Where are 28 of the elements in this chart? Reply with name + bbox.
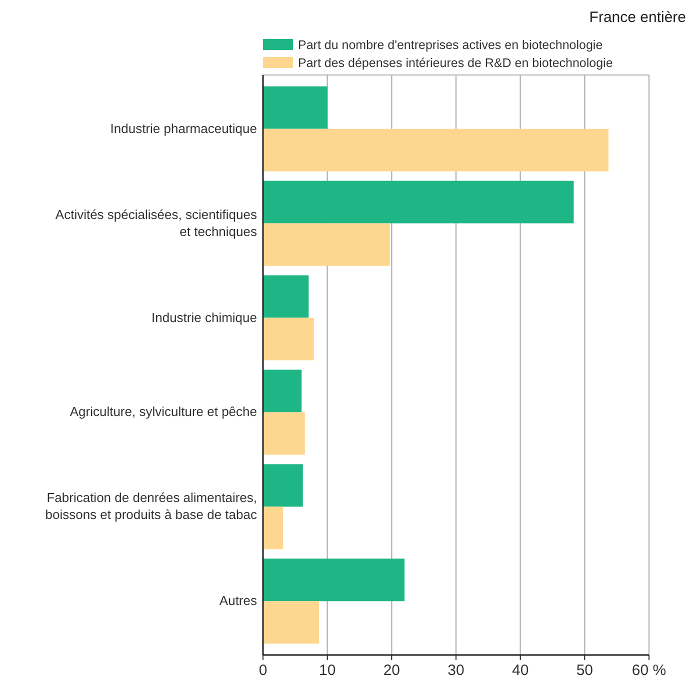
y-tick-label: Agriculture, sylviculture et pêche: [70, 404, 257, 420]
y-tick-label: Activités spécialisées, scientifiques et techniques: [55, 206, 258, 239]
legend-label: Part des dépenses intérieures de R&D en biotechnologie: [298, 56, 613, 70]
bar: [263, 128, 608, 172]
x-tick-label: 20: [383, 662, 400, 679]
bar: [263, 558, 405, 602]
x-tick-label: 30: [448, 662, 464, 679]
bar: [263, 370, 302, 412]
bar: [263, 223, 390, 266]
y-tick-label: Industrie pharmaceutique: [110, 120, 257, 136]
y-tick-label: Autres: [219, 593, 258, 608]
x-tick-label: 10: [318, 662, 336, 679]
bar: [263, 180, 574, 224]
bar: [263, 318, 314, 360]
x-tick-label: 50: [576, 662, 594, 679]
x-tick-label: 60 %: [632, 662, 666, 679]
bar: [263, 601, 319, 644]
x-tick-label: 0: [258, 662, 268, 679]
legend-label: Part du nombre d'entreprises actives en biotechnologie: [298, 38, 603, 52]
bar: [263, 412, 305, 455]
bar: [263, 464, 303, 507]
y-tick-label: Fabrication de denrées alimentaires, boissons et produits à base de tabac: [45, 490, 258, 522]
bar: [263, 506, 283, 550]
bar: [263, 275, 309, 318]
text: France entière: [589, 9, 686, 26]
bar: [263, 86, 328, 129]
y-tick-label: Industrie chimique: [152, 310, 257, 325]
x-tick-label: 40: [512, 662, 529, 679]
